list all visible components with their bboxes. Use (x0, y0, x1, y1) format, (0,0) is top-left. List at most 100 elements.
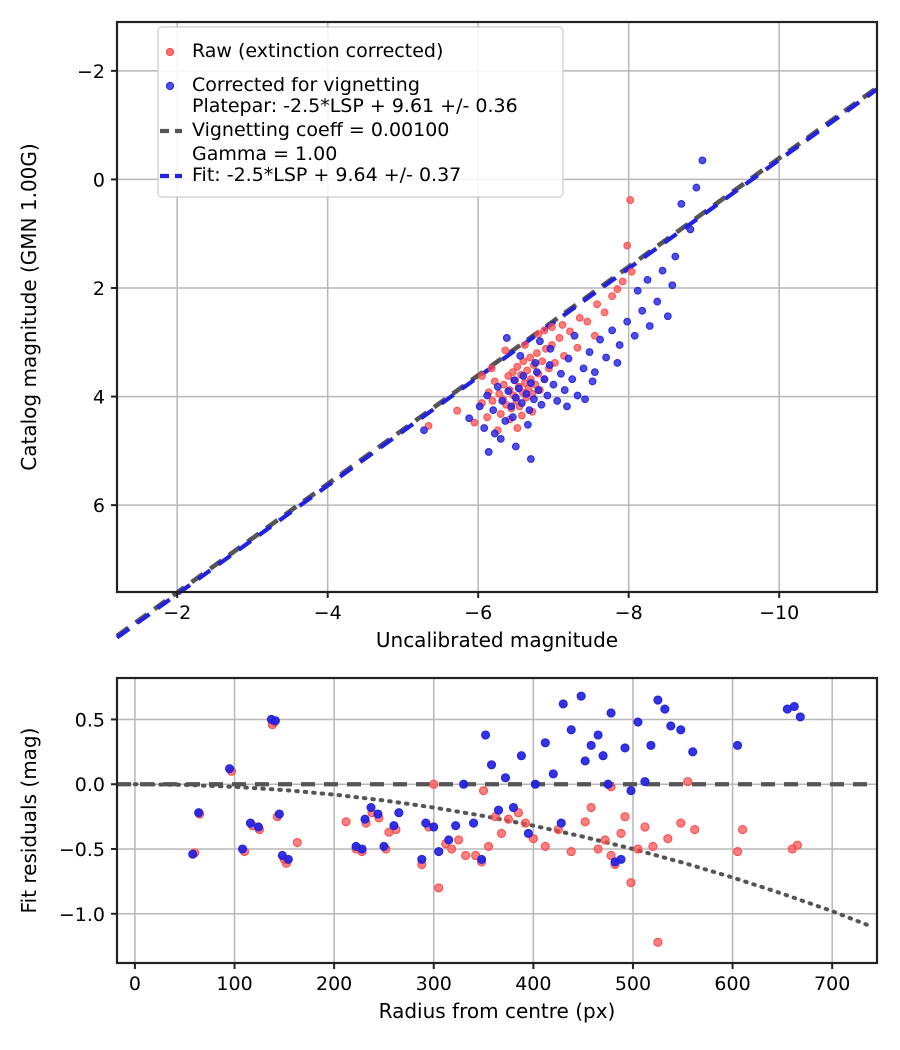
data-point (648, 841, 658, 851)
data-point (555, 334, 564, 342)
data-point (538, 357, 547, 366)
x-tick-label: −4 (314, 602, 342, 624)
data-point (487, 364, 496, 373)
data-point (593, 300, 601, 309)
data-point (733, 847, 743, 857)
data-point (575, 313, 584, 322)
y-tick-label: −0.5 (59, 839, 105, 861)
data-point (503, 814, 514, 824)
data-point (510, 376, 519, 385)
data-point (496, 410, 505, 418)
data-point (573, 343, 582, 352)
data-point (516, 351, 525, 360)
data-point (498, 397, 507, 405)
data-point (516, 751, 526, 761)
data-point (593, 844, 603, 854)
x-tick-label: 400 (515, 973, 551, 995)
data-point (613, 285, 622, 293)
legend-entry-1: Raw (extinction corrected) (165, 40, 443, 62)
data-point (483, 841, 494, 851)
data-point (553, 397, 562, 405)
data-point (283, 854, 293, 864)
data-point (480, 730, 491, 740)
data-point (733, 740, 743, 750)
data-point (483, 391, 492, 400)
grid-panel-2 (117, 678, 877, 963)
data-point (484, 448, 493, 456)
data-point (537, 400, 546, 409)
data-point (668, 281, 677, 290)
data-point (623, 241, 632, 250)
data-point (640, 822, 650, 832)
x-axis-label-panel-2: Radius from centre (px) (379, 999, 616, 1023)
chart-fit-residuals: 0 100 200 300 400 500 600 700 0.5 0.0 −0.5 −1.0 Radi… (17, 676, 879, 1023)
data-point (459, 779, 469, 789)
data-point (666, 721, 676, 731)
data-point (737, 825, 748, 835)
fit-dashed-line (115, 87, 879, 640)
data-point (566, 847, 576, 857)
data-point (270, 716, 280, 726)
axes-border (115, 20, 879, 594)
chart-photometric-calibration: −2 −4 −6 −8 −10 −2 0 2 4 6 Uncalibrated magnitude C… (17, 20, 879, 652)
data-point (576, 691, 586, 701)
data-point (548, 769, 558, 779)
data-point (653, 937, 663, 947)
data-point (517, 411, 526, 420)
data-point (495, 389, 504, 398)
data-point (698, 156, 707, 165)
data-point (451, 821, 461, 831)
data-point (795, 712, 805, 722)
data-point (479, 786, 489, 796)
data-point (676, 725, 686, 735)
data-point (292, 837, 302, 848)
data-point (379, 841, 389, 851)
data-point (620, 743, 630, 753)
data-point (616, 854, 626, 864)
data-point (478, 372, 486, 380)
data-point (501, 417, 510, 425)
data-point (502, 334, 511, 342)
data-point (557, 369, 565, 378)
platepar-line (115, 85, 879, 638)
data-point (534, 386, 543, 394)
legend-platepar-line-3: Gamma = 1.00 (192, 143, 337, 165)
legend-platepar-line-2: Vignetting coeff = 0.00100 (192, 119, 449, 141)
x-tick-label: −8 (615, 602, 643, 624)
data-point (563, 402, 571, 411)
data-point (560, 386, 569, 394)
data-point (646, 740, 656, 750)
data-point (513, 424, 522, 432)
x-tick-label: 100 (216, 973, 252, 995)
data-point (606, 850, 616, 861)
data-point (620, 812, 630, 822)
data-point (792, 840, 802, 850)
y-tick-label: 2 (93, 278, 105, 300)
data-point (583, 317, 592, 326)
y-tick-label: 0 (93, 169, 105, 191)
data-point (493, 805, 504, 815)
platepar-dashed-line (115, 85, 879, 638)
data-point (421, 818, 431, 828)
data-point (653, 297, 662, 306)
scatter-series-raw-panel-2 (190, 717, 802, 947)
data-point (429, 779, 439, 789)
x-tick-label: 0 (129, 973, 141, 995)
data-point (540, 738, 550, 748)
data-point (522, 389, 531, 398)
data-point (658, 266, 667, 275)
y-axis-label-panel-2: Fit residuals (mag) (17, 728, 41, 914)
y-tick-label: 6 (93, 495, 105, 517)
data-point (596, 335, 604, 344)
data-point (360, 814, 370, 824)
legend-entry-4: Fit: -2.5*LSP + 9.64 +/- 0.37 (160, 164, 461, 186)
scatter-series-raw-panel-1 (424, 196, 636, 435)
data-point (366, 802, 376, 813)
data-point (511, 393, 520, 402)
data-point (558, 321, 567, 329)
data-point (434, 847, 444, 857)
legend-entry-2: Corrected for vignetting (165, 74, 420, 96)
data-point (483, 413, 492, 422)
data-point (590, 331, 599, 340)
